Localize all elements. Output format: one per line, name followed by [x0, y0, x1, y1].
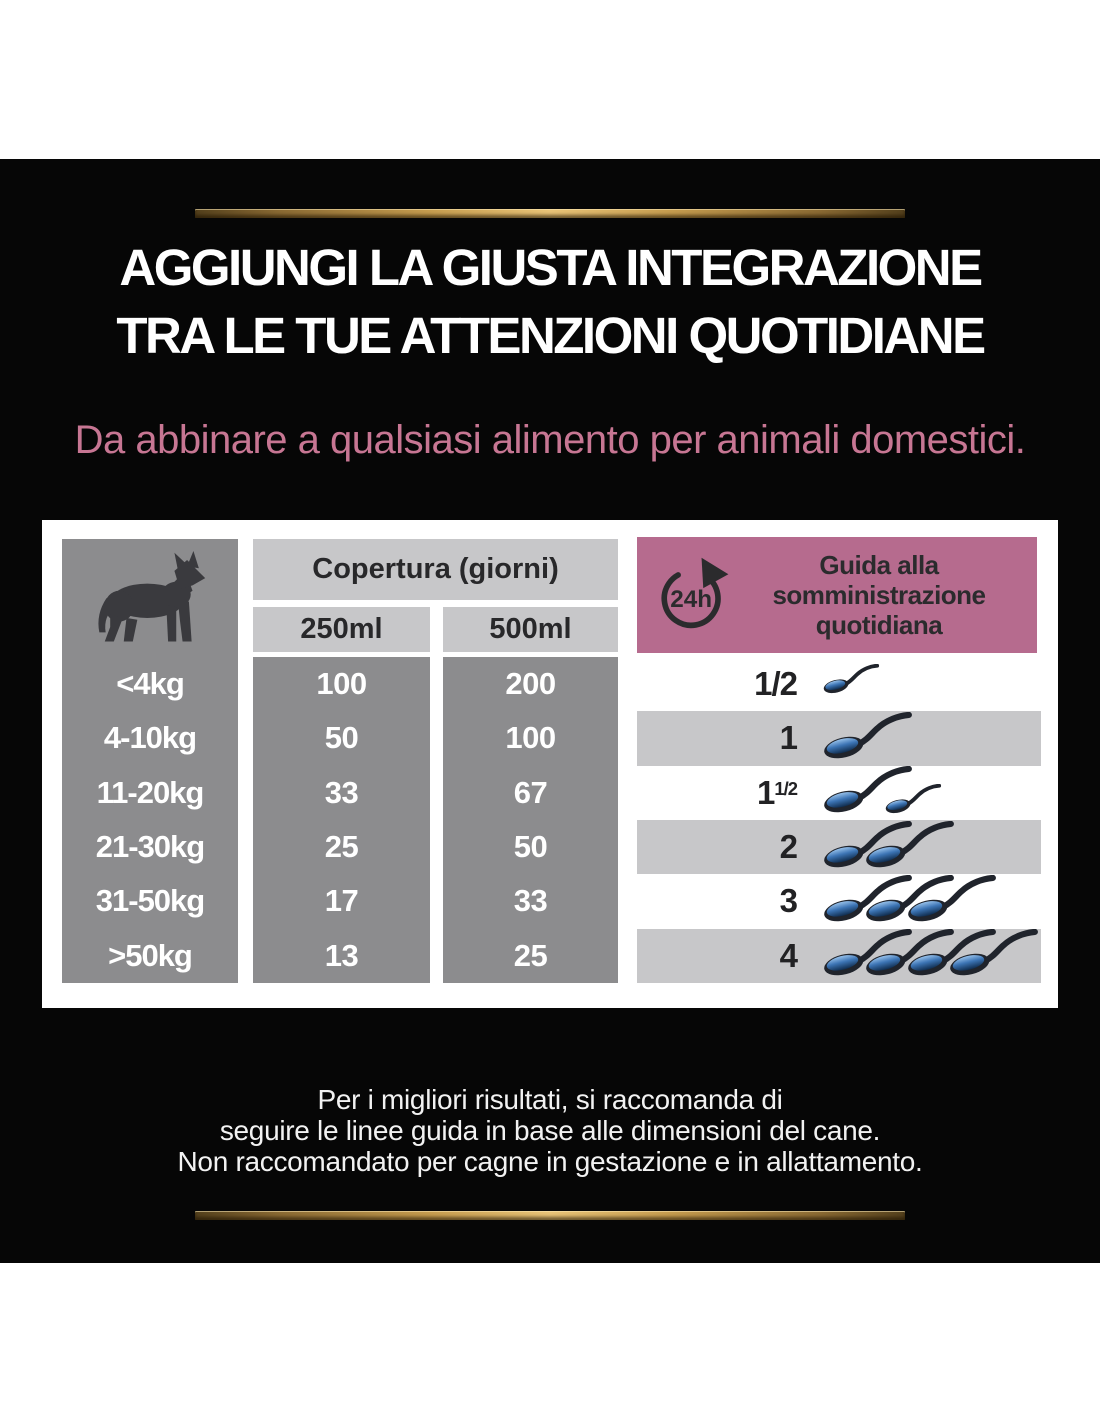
dog-icon-area	[62, 539, 238, 657]
guide-title: Guida alla somministrazione quotidiana	[735, 550, 1037, 640]
subtitle: Da abbinare a qualsiasi alimento per ani…	[74, 418, 1026, 462]
24h-label: 24h	[670, 586, 712, 613]
guide-row: 1	[637, 711, 1041, 766]
spoon-icons	[807, 820, 1041, 874]
guide-row: 2	[637, 819, 1041, 875]
coverage-value: 13	[324, 937, 359, 973]
footnote: Per i migliori risultati, si raccomanda …	[0, 1084, 1100, 1177]
spoon-icons	[807, 929, 1041, 982]
spoon-icon	[949, 929, 1041, 977]
daily-guide-rows: 1/2 1	[637, 657, 1041, 983]
weight-label: 11-20kg	[96, 774, 205, 810]
weight-label: 4-10kg	[103, 720, 197, 756]
spoon-icon	[823, 929, 915, 977]
spoon-icon	[907, 874, 999, 923]
daily-guide-header: 24h Guida alla somministrazione quotidia…	[637, 537, 1037, 653]
coverage-value: 25	[513, 937, 548, 973]
coverage-column-250ml: 100 50 33 25 17 13	[253, 657, 430, 983]
spoon-icon	[823, 711, 915, 760]
coverage-value: 50	[513, 829, 548, 865]
guide-row: 3	[637, 874, 1041, 928]
weight-label: 31-50kg	[95, 883, 205, 919]
coverage-value: 100	[505, 720, 556, 756]
weight-labels: <4kg 4-10kg 11-20kg 21-30kg 31-50kg >50k…	[62, 657, 238, 983]
weight-label: <4kg	[116, 666, 185, 702]
guide-title-line: Guida alla	[819, 550, 939, 580]
spoon-icons	[807, 874, 1041, 928]
guide-title-line: somministrazione	[772, 580, 986, 610]
coverage-value: 67	[513, 774, 548, 810]
coverage-value: 33	[513, 883, 548, 919]
coverage-value: 33	[324, 774, 359, 810]
title-line-2: TRA LE TUE ATTENZIONI QUOTIDIANE	[116, 307, 986, 364]
weight-column: <4kg 4-10kg 11-20kg 21-30kg 31-50kg >50k…	[62, 539, 238, 983]
coverage-value: 25	[324, 829, 359, 865]
coverage-value: 50	[324, 720, 359, 756]
guide-row: 1/2	[637, 657, 1041, 711]
spoon-icons	[807, 766, 1041, 819]
spoon-icon	[823, 820, 915, 869]
portion-count: 1	[779, 719, 798, 757]
spoon-icon	[907, 929, 999, 977]
page-title: AGGIUNGI LA GIUSTA INTEGRAZIONE TRA LE T…	[0, 234, 1100, 370]
dog-icon	[98, 550, 206, 641]
guide-title-line: quotidiana	[815, 610, 943, 640]
gold-divider-top	[195, 209, 905, 218]
column-header-250ml: 250ml	[253, 607, 430, 652]
footnote-line: Per i migliori risultati, si raccomanda …	[317, 1084, 783, 1115]
spoon-icon	[885, 784, 943, 814]
weight-label: >50kg	[108, 937, 193, 973]
coverage-value: 17	[324, 883, 359, 919]
portion-count: 2	[779, 828, 798, 866]
coverage-value: 100	[316, 666, 367, 702]
spoon-icons	[807, 663, 1041, 705]
footnote-line: seguire le linee guida in base alle dime…	[219, 1115, 881, 1146]
column-header-500ml: 500ml	[443, 607, 618, 652]
spoon-icon	[865, 874, 957, 923]
spoon-icon	[823, 663, 881, 694]
dosage-table: <4kg 4-10kg 11-20kg 21-30kg 31-50kg >50k…	[42, 520, 1058, 1008]
card-content: AGGIUNGI LA GIUSTA INTEGRAZIONE TRA LE T…	[0, 159, 1100, 1263]
weight-label: 21-30kg	[95, 829, 205, 865]
portion-count: 3	[779, 882, 798, 920]
coverage-header: Copertura (giorni)	[253, 539, 618, 600]
24h-clock-icon: 24h	[661, 557, 729, 629]
portion-count: 11/2	[756, 773, 798, 811]
24h-icon-area: 24h	[649, 556, 735, 634]
spoon-icon	[865, 820, 957, 869]
gold-divider-bottom	[195, 1211, 905, 1220]
guide-row: 4	[637, 928, 1041, 983]
title-line-1: AGGIUNGI LA GIUSTA INTEGRAZIONE	[119, 239, 983, 296]
spoon-icons	[807, 711, 1041, 765]
coverage-value: 200	[505, 666, 556, 702]
spoon-icon	[823, 874, 915, 923]
spoon-icon	[823, 766, 915, 814]
portion-count: 1/2	[754, 665, 798, 703]
spoon-icon	[865, 929, 957, 977]
coverage-column-500ml: 200 100 67 50 33 25	[443, 657, 618, 983]
portion-count: 4	[779, 936, 798, 974]
footnote-line: Non raccomandato per cagne in gestazione…	[177, 1146, 923, 1177]
guide-row: 11/2	[637, 766, 1041, 820]
